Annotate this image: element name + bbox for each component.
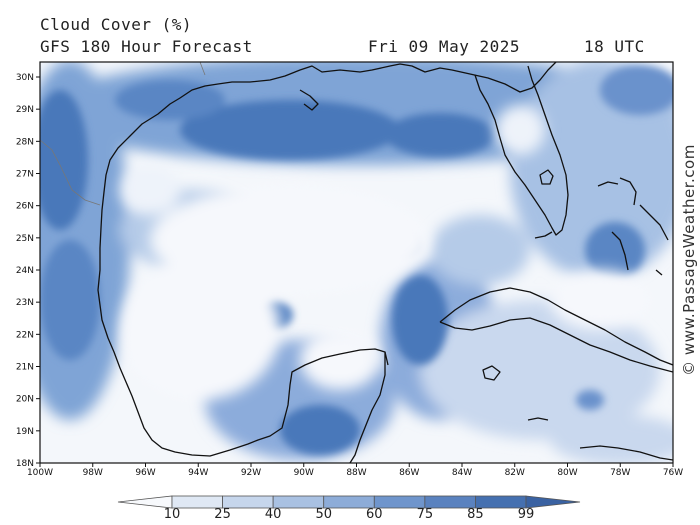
chart-title: Cloud Cover (%) bbox=[40, 15, 192, 34]
lat-label: 21N bbox=[16, 363, 34, 373]
forecast-time: 18 UTC bbox=[584, 37, 645, 56]
colorbar-tick-label: 10 bbox=[164, 507, 181, 522]
lat-label: 24N bbox=[16, 266, 34, 276]
lon-label: 80W bbox=[557, 468, 577, 478]
colorbar-tick-label: 60 bbox=[366, 507, 383, 522]
cloud-field bbox=[40, 62, 673, 463]
lon-label: 90W bbox=[294, 468, 314, 478]
credit-watermark: © www.PassageWeather.com bbox=[680, 144, 698, 376]
lon-label: 100W bbox=[27, 468, 53, 478]
forecast-date: Fri 09 May 2025 bbox=[368, 37, 520, 56]
lat-label: 30N bbox=[16, 73, 34, 83]
lon-label: 92W bbox=[241, 468, 261, 478]
lat-label: 25N bbox=[16, 234, 34, 244]
lon-label: 86W bbox=[399, 468, 419, 478]
colorbar-tick-label: 40 bbox=[265, 507, 282, 522]
colorbar-tick-label: 25 bbox=[214, 507, 231, 522]
colorbar-high-arrow bbox=[525, 495, 581, 509]
colorbar: 10 25 40 50 60 75 85 99 bbox=[117, 495, 581, 522]
lon-label: 76W bbox=[663, 468, 683, 478]
lon-label: 78W bbox=[610, 468, 630, 478]
lat-label: 27N bbox=[16, 170, 34, 180]
lon-label: 96W bbox=[135, 468, 155, 478]
lat-label: 20N bbox=[16, 395, 34, 405]
lon-label: 84W bbox=[452, 468, 472, 478]
lon-label: 94W bbox=[188, 468, 208, 478]
lon-label: 88W bbox=[346, 468, 366, 478]
lon-label: 98W bbox=[83, 468, 103, 478]
lon-label: 82W bbox=[505, 468, 525, 478]
lat-label: 29N bbox=[16, 105, 34, 115]
lat-label: 23N bbox=[16, 298, 34, 308]
lat-label: 18N bbox=[16, 459, 34, 469]
colorbar-tick-label: 99 bbox=[518, 507, 535, 522]
lat-label: 22N bbox=[16, 330, 34, 340]
lat-label: 19N bbox=[16, 427, 34, 437]
colorbar-tick-label: 75 bbox=[417, 507, 434, 522]
forecast-subtitle: GFS 180 Hour Forecast bbox=[40, 37, 253, 56]
borders bbox=[40, 62, 206, 206]
lat-label: 26N bbox=[16, 202, 34, 212]
colorbar-tick-label: 85 bbox=[467, 507, 484, 522]
colorbar-tick-label: 50 bbox=[315, 507, 332, 522]
coastline bbox=[97, 62, 673, 463]
lat-label: 28N bbox=[16, 137, 34, 147]
